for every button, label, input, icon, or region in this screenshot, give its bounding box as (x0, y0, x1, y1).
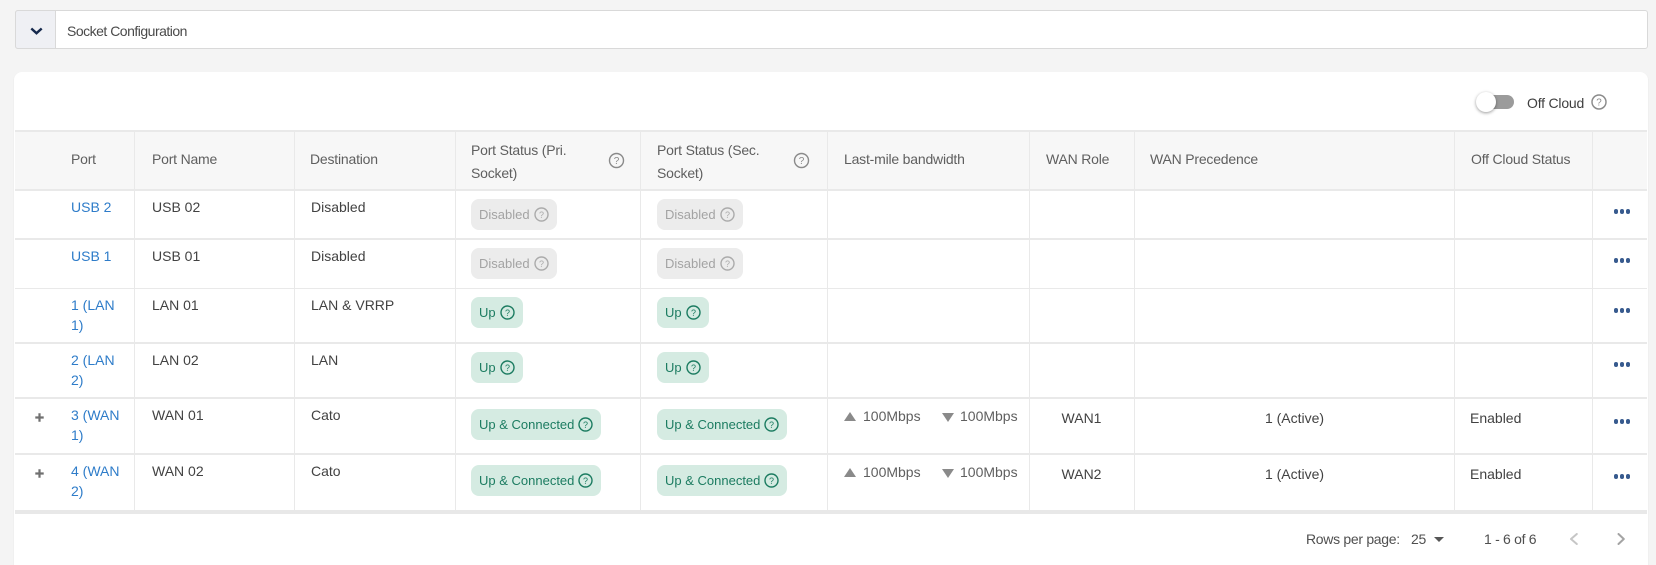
svg-text:?: ? (539, 210, 544, 220)
svg-text:?: ? (799, 156, 805, 167)
svg-text:?: ? (505, 363, 510, 373)
svg-text:?: ? (539, 259, 544, 269)
svg-text:?: ? (583, 476, 588, 486)
svg-text:?: ? (614, 156, 620, 167)
svg-text:?: ? (691, 308, 696, 318)
svg-text:?: ? (691, 363, 696, 373)
svg-text:?: ? (583, 420, 588, 430)
svg-text:?: ? (725, 259, 730, 269)
svg-text:?: ? (725, 210, 730, 220)
svg-text:?: ? (505, 308, 510, 318)
svg-text:?: ? (769, 476, 774, 486)
svg-text:?: ? (1596, 98, 1602, 109)
svg-text:?: ? (769, 420, 774, 430)
